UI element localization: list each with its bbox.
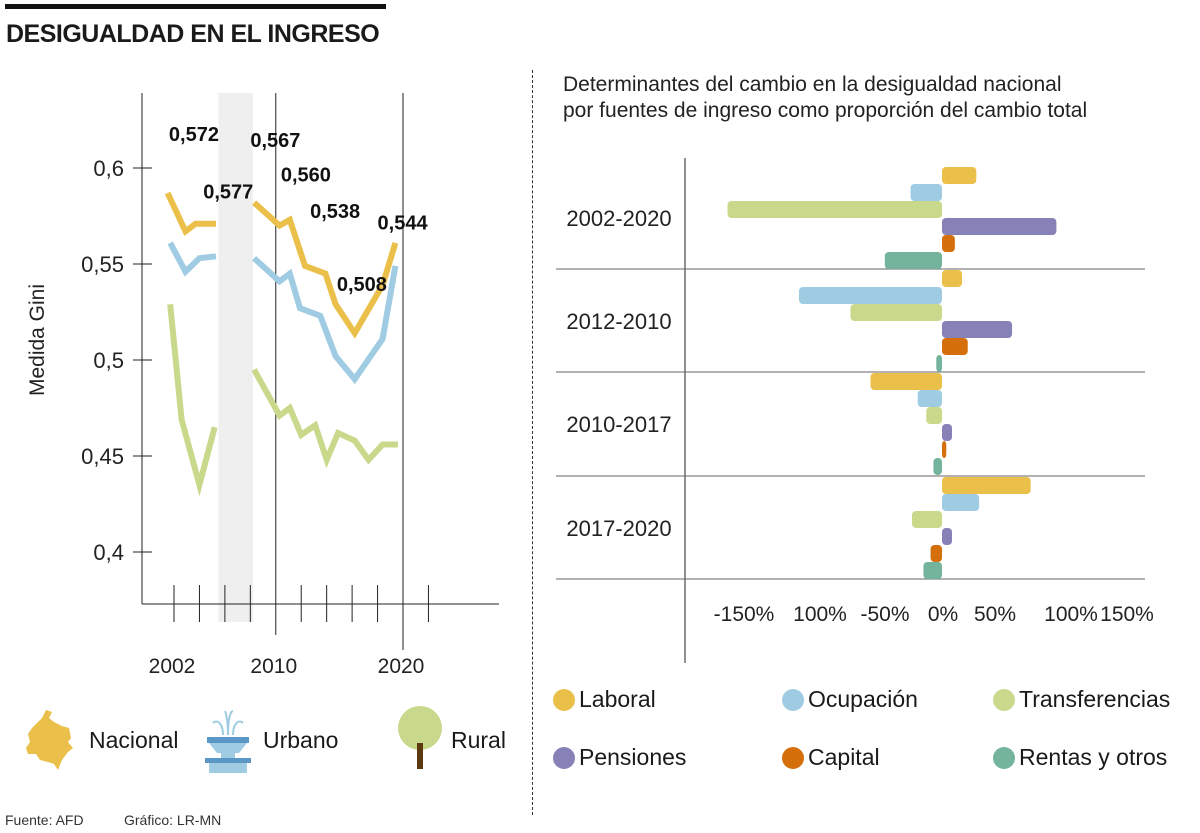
legend-pensiones: Pensiones: [553, 744, 686, 771]
x-tick-label: 2010: [250, 655, 297, 678]
bar-transferencias-2017-2020: [911, 511, 942, 528]
legend-capital: Capital: [782, 744, 880, 771]
capital-swatch: [782, 746, 804, 769]
laboral-swatch: [553, 688, 575, 711]
page-title: DESIGUALDAD EN EL INGRESO: [6, 20, 380, 48]
section-divider: [532, 70, 533, 815]
source-note: Fuente: AFD: [5, 812, 84, 828]
bar-laboral-2012-2010: [942, 270, 963, 287]
bar-transferencias-2012-2010: [850, 304, 942, 321]
colombia-map-icon: [26, 710, 73, 770]
legend-pensiones-label: Pensiones: [579, 744, 687, 770]
x-tick-label: -50%: [860, 603, 909, 626]
line-nacional-segment: [164, 191, 216, 237]
bar-pensiones-2012-2010: [942, 321, 1013, 338]
credit-note: Gráfico: LR-MN: [124, 812, 222, 828]
gini-line-chart: 0,6 0,55 0,5 0,45 0,4 2002 2010 2020 0,572 0,577…: [26, 93, 499, 678]
data-label: 0,508: [337, 274, 387, 296]
legend-laboral-label: Laboral: [579, 686, 656, 712]
legend-rentas: Rentas y otros: [993, 744, 1167, 771]
bar-ocupacion-2002-2020: [910, 184, 942, 201]
bar-ocupacion-2017-2020: [942, 494, 980, 511]
y-axis-label: Medida Gini: [26, 284, 49, 396]
data-label: 0,544: [378, 212, 429, 234]
fountain-icon: [205, 710, 251, 773]
x-tick-label: 2020: [378, 655, 425, 678]
x-tick-label: 2002: [149, 655, 196, 678]
bar-pensiones-2017-2020: [942, 528, 953, 545]
legend-rural-label: Rural: [451, 727, 506, 753]
transferencias-swatch: [993, 688, 1015, 711]
bar-capital-2017-2020: [930, 545, 942, 562]
bar-pensiones-2002-2020: [942, 218, 1057, 235]
bar-capital-2010-2017: [942, 441, 947, 458]
category-label: 2002-2020: [566, 206, 671, 231]
legend-transferencias: Transferencias: [993, 686, 1170, 713]
legend-laboral: Laboral: [553, 686, 656, 713]
x-tick-label: 50%: [974, 603, 1016, 626]
data-label: 0,567: [250, 130, 300, 152]
data-label: 0,538: [310, 201, 360, 223]
data-label: 0,560: [281, 164, 331, 186]
legend-urbano: Urbano: [263, 727, 338, 754]
bar-transferencias-2002-2020: [727, 201, 942, 218]
legend-transferencias-label: Transferencias: [1019, 686, 1171, 712]
legend-ocupacion: Ocupación: [782, 686, 918, 713]
bar-rentas-2012-2010: [936, 355, 942, 372]
y-tick-label: 0,4: [93, 540, 124, 565]
x-tick-label: 150%: [1100, 603, 1154, 626]
bar-pensiones-2010-2017: [942, 424, 953, 441]
legend-nacional: Nacional: [89, 727, 179, 754]
y-tick-label: 0,45: [81, 444, 124, 469]
bar-ocupacion-2010-2017: [917, 390, 942, 407]
line-urbano-segment: [167, 241, 217, 277]
bar-rentas-2017-2020: [923, 562, 942, 579]
line-rural-segment: [251, 368, 398, 469]
data-label: 0,572: [169, 124, 219, 146]
legend-nacional-label: Nacional: [89, 727, 179, 753]
bar-rentas-2002-2020: [884, 252, 942, 269]
x-tick-label: 100%: [793, 603, 847, 626]
rentas-swatch: [993, 746, 1015, 769]
legend-ocupacion-label: Ocupación: [808, 686, 918, 712]
legend-rentas-label: Rentas y otros: [1019, 744, 1168, 770]
category-label: 2017-2020: [566, 516, 671, 541]
x-tick-label: 0%: [928, 603, 958, 626]
bar-transferencias-2010-2017: [926, 407, 942, 424]
y-tick-label: 0,6: [93, 156, 124, 181]
bar-capital-2012-2010: [942, 338, 968, 355]
x-tick-label: 100%: [1044, 603, 1098, 626]
category-label: 2010-2017: [566, 412, 671, 437]
determinants-bar-chart: 2002-2020 2012-2010 2010-2017 2017-2020 -150…: [556, 158, 1154, 663]
title-rule: [5, 4, 386, 9]
legend-urbano-label: Urbano: [263, 727, 339, 753]
pensiones-swatch: [553, 746, 575, 769]
ocupacion-swatch: [782, 688, 804, 711]
line-rural-segment: [167, 304, 218, 497]
data-label: 0,577: [203, 182, 253, 204]
bar-laboral-2002-2020: [942, 167, 977, 184]
bar-chart-title-line-1: Determinantes del cambio en la desiguald…: [563, 73, 1062, 96]
line-urbano-segment: [252, 255, 399, 385]
y-tick-label: 0,5: [93, 348, 124, 373]
bar-chart-title: Determinantes del cambio en la desiguald…: [563, 72, 1087, 124]
bar-laboral-2017-2020: [942, 477, 1031, 494]
legend-rural: Rural: [451, 727, 506, 754]
category-label: 2012-2010: [566, 309, 671, 334]
bar-rentas-2010-2017: [933, 458, 942, 475]
bar-laboral-2010-2017: [870, 373, 942, 390]
legend-capital-label: Capital: [808, 744, 880, 770]
bar-chart-title-line-2: por fuentes de ingreso como proporción d…: [563, 99, 1088, 122]
x-tick-label: -150%: [714, 603, 775, 626]
bar-ocupacion-2012-2010: [799, 287, 942, 304]
bar-capital-2002-2020: [942, 235, 955, 252]
y-tick-label: 0,55: [81, 252, 124, 277]
tree-icon: [398, 706, 442, 769]
shaded-period: [218, 93, 253, 622]
line-nacional-segment: [252, 200, 399, 339]
